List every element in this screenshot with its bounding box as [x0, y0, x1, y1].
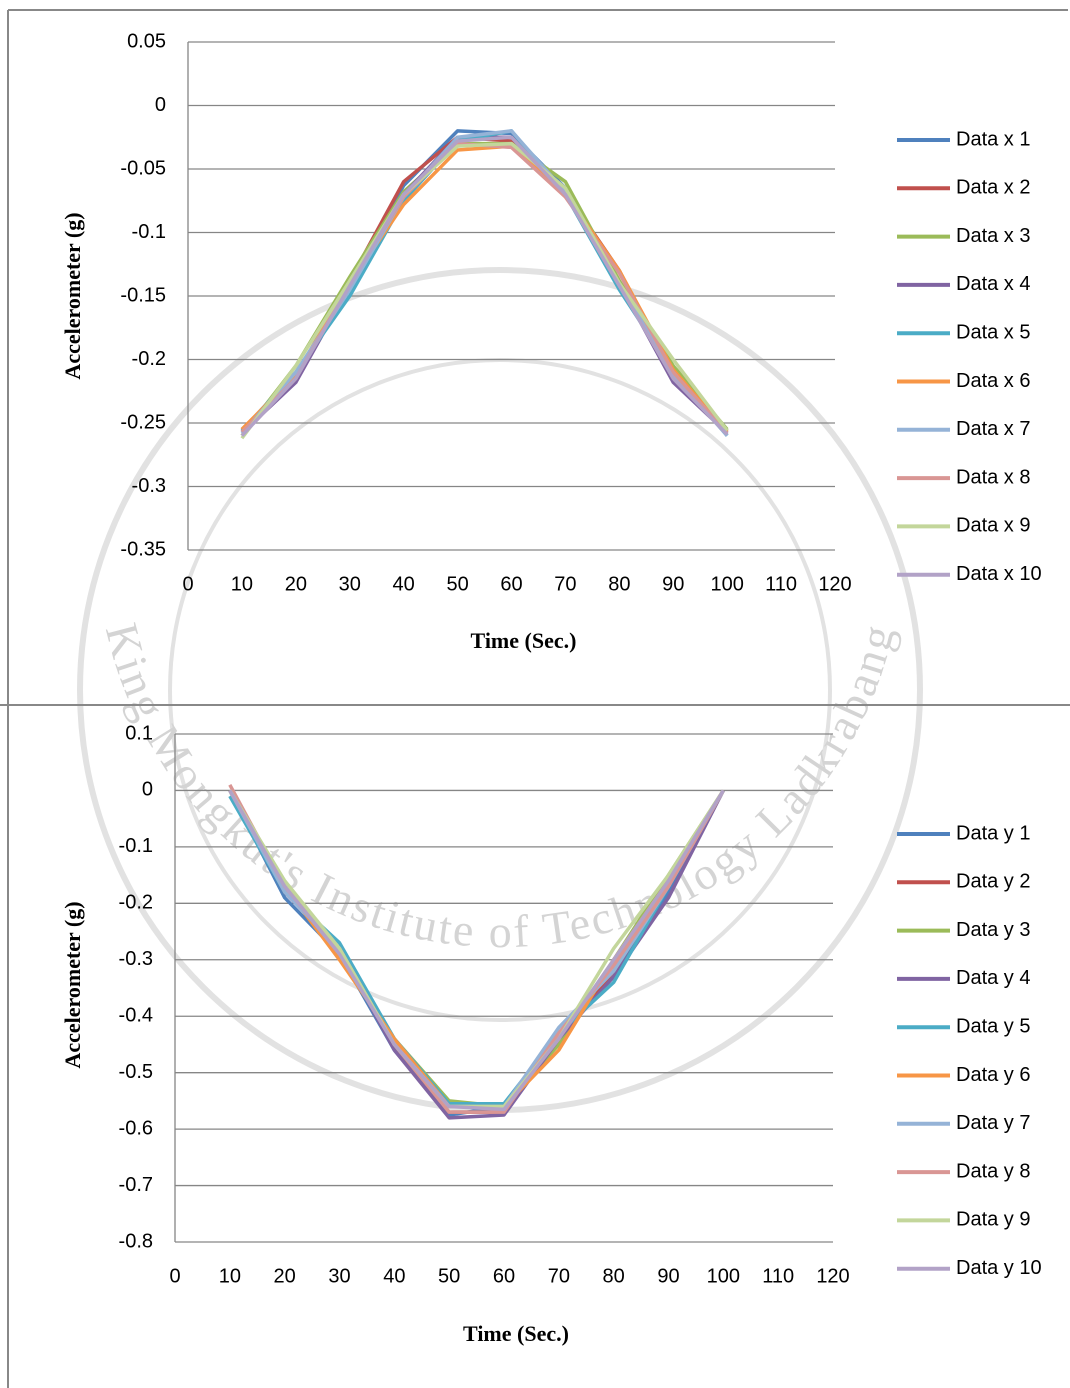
x-tick-label: 90 — [657, 1265, 679, 1287]
x-tick-label: 50 — [446, 573, 468, 595]
legend-label: Data x 1 — [956, 128, 1030, 150]
legend-label: Data x 9 — [956, 515, 1030, 537]
x-tick-label: 90 — [662, 573, 684, 595]
x-tick-label: 30 — [328, 1265, 350, 1287]
legend-label: Data y 1 — [956, 822, 1030, 844]
legend-label: Data y 9 — [956, 1209, 1030, 1231]
y-tick-label: -0.4 — [119, 1005, 153, 1027]
x-tick-label: 70 — [554, 573, 576, 595]
x-tick-label: 100 — [707, 1265, 740, 1287]
legend-label: Data y 3 — [956, 919, 1030, 941]
x-tick-label: 0 — [182, 573, 193, 595]
x-tick-label: 100 — [710, 573, 743, 595]
y-tick-label: -0.5 — [119, 1061, 153, 1083]
y-axis-title: Accelerometer (g) — [60, 901, 85, 1068]
x-tick-label: 120 — [818, 573, 851, 595]
y-tick-label: -0.35 — [120, 538, 166, 560]
x-tick-label: 20 — [285, 573, 307, 595]
y-tick-label: -0.1 — [132, 221, 166, 243]
legend-label: Data y 4 — [956, 967, 1030, 989]
legend-label: Data y 8 — [956, 1160, 1030, 1182]
x-tick-label: 20 — [274, 1265, 296, 1287]
x-tick-label: 50 — [438, 1265, 460, 1287]
x-tick-label: 70 — [548, 1265, 570, 1287]
legend-label: Data y 6 — [956, 1064, 1030, 1086]
legend-label: Data y 7 — [956, 1112, 1030, 1134]
x-axis-title: Time (Sec.) — [471, 628, 577, 653]
y-axis-title: Accelerometer (g) — [60, 212, 85, 379]
legend-label: Data x 4 — [956, 273, 1030, 295]
x-tick-label: 80 — [608, 573, 630, 595]
y-tick-label: -0.3 — [132, 475, 166, 497]
y-tick-label: -0.3 — [119, 948, 153, 970]
x-tick-label: 60 — [493, 1265, 515, 1287]
y-tick-label: -0.1 — [119, 835, 153, 857]
figure: King Mongkut's Institute of Technology L… — [0, 0, 1070, 1388]
legend-label: Data x 2 — [956, 177, 1030, 199]
y-tick-label: -0.2 — [132, 348, 166, 370]
x-tick-label: 30 — [339, 573, 361, 595]
y-tick-label: -0.8 — [119, 1230, 153, 1252]
x-tick-label: 110 — [765, 573, 797, 595]
y-tick-label: -0.2 — [119, 892, 153, 914]
y-tick-label: 0 — [155, 94, 166, 116]
legend-label: Data x 6 — [956, 370, 1030, 392]
x-tick-label: 40 — [383, 1265, 405, 1287]
page: King Mongkut's Institute of Technology L… — [0, 0, 1070, 1388]
x-tick-label: 40 — [393, 573, 415, 595]
legend-label: Data x 5 — [956, 321, 1030, 343]
legend-label: Data x 3 — [956, 225, 1030, 247]
x-tick-label: 10 — [219, 1265, 241, 1287]
x-tick-label: 60 — [500, 573, 522, 595]
y-tick-label: 0.1 — [125, 722, 153, 744]
legend-label: Data y 10 — [956, 1257, 1042, 1279]
x-tick-label: 110 — [762, 1265, 794, 1287]
legend-label: Data y 2 — [956, 871, 1030, 893]
x-axis-title: Time (Sec.) — [463, 1321, 569, 1346]
legend-label: Data x 8 — [956, 466, 1030, 488]
y-tick-label: 0 — [142, 779, 153, 801]
legend-label: Data y 5 — [956, 1015, 1030, 1037]
x-tick-label: 120 — [816, 1265, 849, 1287]
y-tick-label: -0.6 — [119, 1117, 153, 1139]
x-tick-label: 0 — [169, 1265, 180, 1287]
y-tick-label: 0.05 — [127, 30, 166, 52]
legend-label: Data x 10 — [956, 563, 1042, 585]
y-tick-label: -0.25 — [120, 411, 166, 433]
y-tick-label: -0.05 — [120, 157, 166, 179]
y-tick-label: -0.15 — [120, 284, 166, 306]
x-tick-label: 80 — [603, 1265, 625, 1287]
y-tick-label: -0.7 — [119, 1174, 153, 1196]
x-tick-label: 10 — [231, 573, 253, 595]
legend-label: Data x 7 — [956, 418, 1030, 440]
